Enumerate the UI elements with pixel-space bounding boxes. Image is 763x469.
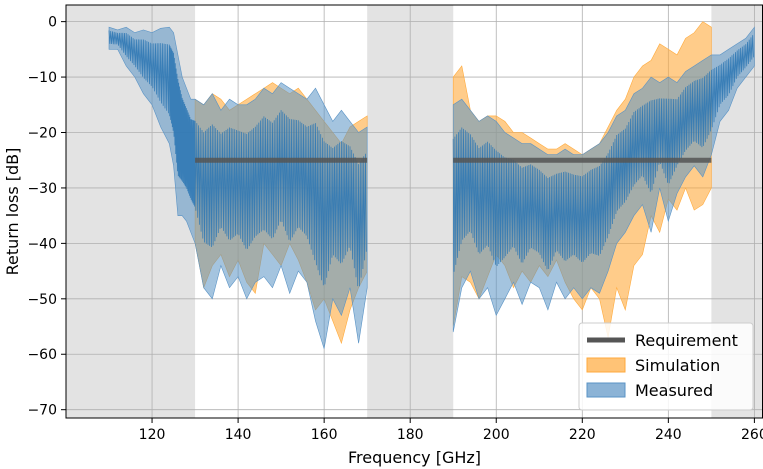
x-tick-label-120: 120 <box>139 427 166 443</box>
legend-swatch-simulation <box>586 357 626 373</box>
y-tick-label--10: −10 <box>27 70 57 86</box>
legend: Requirement Simulation Measured <box>578 322 754 411</box>
x-tick-label-160: 160 <box>311 427 338 443</box>
x-tick-label-180: 180 <box>397 427 424 443</box>
measured-trace-1 <box>452 35 754 272</box>
y-tick-label-0: 0 <box>48 15 57 31</box>
y-tick-label--30: −30 <box>27 181 57 197</box>
legend-label-requirement: Requirement <box>635 331 738 350</box>
y-tick-label--70: −70 <box>27 403 57 419</box>
legend-label-measured: Measured <box>635 381 713 400</box>
x-axis-ticks: 120 140 160 180 200 220 240 260 <box>139 418 763 443</box>
x-axis-label: Frequency [GHz] <box>348 448 481 467</box>
y-axis-label: Return loss [dB] <box>3 148 22 276</box>
series-areas <box>108 21 755 349</box>
y-tick-label--20: −20 <box>27 126 57 142</box>
x-tick-label-200: 200 <box>483 427 510 443</box>
legend-label-simulation: Simulation <box>635 356 720 375</box>
x-tick-label-260: 260 <box>741 427 763 443</box>
x-tick-label-220: 220 <box>569 427 596 443</box>
y-axis-ticks: 0 −10 −20 −30 −40 −50 −60 −70 <box>27 15 66 419</box>
x-tick-label-240: 240 <box>655 427 682 443</box>
measured-trace-0 <box>108 30 367 287</box>
x-tick-label-140: 140 <box>225 427 252 443</box>
y-tick-label--60: −60 <box>27 347 57 363</box>
legend-swatch-measured <box>586 382 626 398</box>
y-tick-label--40: −40 <box>27 236 57 252</box>
y-tick-label--50: −50 <box>27 292 57 308</box>
